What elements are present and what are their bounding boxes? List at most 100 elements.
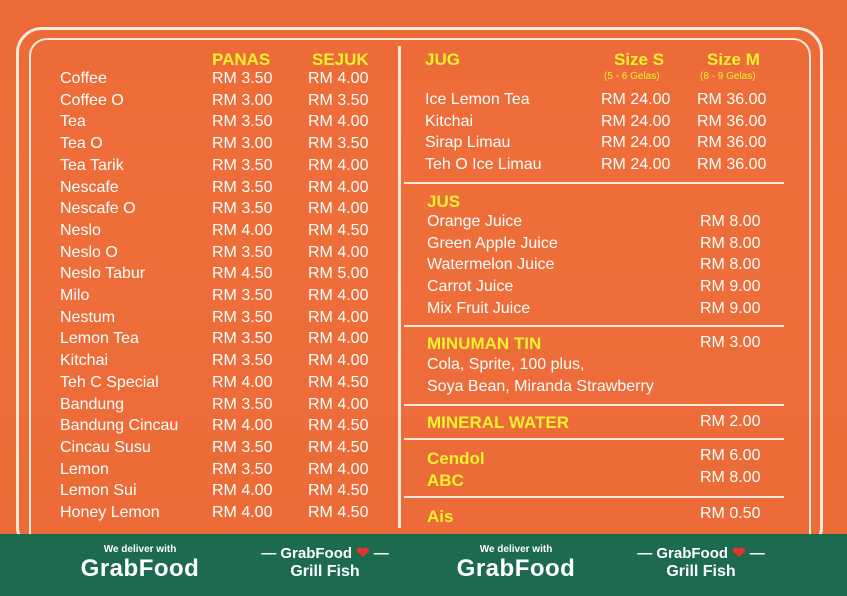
drink-name: Lemon Tea bbox=[60, 330, 139, 348]
cold-price: RM 4.00 bbox=[308, 200, 369, 218]
drink-name: Coffee bbox=[60, 70, 107, 87]
juice-price: RM 9.00 bbox=[700, 299, 761, 317]
jug-item-name: Teh O Ice Limau bbox=[425, 155, 542, 173]
water-price: RM 2.00 bbox=[700, 413, 761, 430]
col-hot-header: PANAS bbox=[212, 50, 271, 69]
heart-icon: ❤ bbox=[356, 545, 370, 562]
water-title: MINERAL WATER bbox=[427, 413, 569, 432]
abc-title: ABC bbox=[427, 471, 464, 490]
hot-price: RM 3.50 bbox=[212, 395, 273, 413]
heart-icon: ❤ bbox=[732, 545, 746, 562]
grill-fish-text: Grill Fish bbox=[666, 563, 736, 580]
jus-title: JUS bbox=[427, 192, 461, 211]
hot-price: RM 3.50 bbox=[212, 308, 273, 326]
drink-name: Neslo O bbox=[60, 243, 118, 261]
grabfood-badge-1: We deliver with GrabFood bbox=[58, 534, 222, 596]
size-s-price: RM 24.00 bbox=[601, 155, 671, 173]
grabfood-text: GrabFood bbox=[280, 545, 353, 562]
drink-name: Lemon bbox=[60, 460, 109, 478]
tin-line-2: Soya Bean, Miranda Strawberry bbox=[427, 378, 654, 395]
grabfood-badge-2: We deliver with GrabFood bbox=[434, 534, 598, 596]
grill-fish-text: Grill Fish bbox=[290, 563, 360, 580]
hot-price: RM 4.00 bbox=[212, 417, 273, 435]
hot-price: RM 3.50 bbox=[212, 438, 273, 456]
drink-name: Cincau Susu bbox=[60, 438, 151, 456]
juice-name: Watermelon Juice bbox=[427, 256, 555, 274]
grabfood-banner: We deliver with GrabFood — GrabFood ❤ — … bbox=[0, 534, 847, 596]
deliver-text: We deliver with bbox=[479, 544, 553, 555]
juice-name: Carrot Juice bbox=[427, 278, 514, 296]
hot-price: RM 3.50 bbox=[212, 178, 273, 196]
hot-price: RM 3.50 bbox=[212, 352, 273, 370]
hot-price: RM 3.50 bbox=[212, 243, 273, 261]
hot-price: RM 3.50 bbox=[212, 70, 273, 87]
hot-price: RM 3.00 bbox=[212, 135, 273, 153]
juice-name: Mix Fruit Juice bbox=[427, 299, 531, 317]
size-m-price: RM 36.00 bbox=[697, 112, 767, 130]
drink-name: Bandung bbox=[60, 395, 125, 413]
cold-price: RM 4.00 bbox=[308, 352, 369, 370]
drink-name: Kitchai bbox=[60, 352, 109, 370]
drink-name: Lemon Sui bbox=[60, 482, 137, 500]
drink-name: Neslo bbox=[60, 221, 101, 239]
hot-price: RM 3.50 bbox=[212, 200, 273, 218]
section-divider bbox=[404, 438, 784, 440]
size-m-note: (8 - 9 Gelas) bbox=[700, 71, 756, 82]
drink-name: Neslo Tabur bbox=[60, 265, 146, 283]
hot-price: RM 3.50 bbox=[212, 156, 273, 174]
hot-price: RM 3.50 bbox=[212, 287, 273, 304]
size-s-price: RM 24.00 bbox=[601, 134, 671, 151]
size-m-price: RM 36.00 bbox=[697, 134, 767, 151]
size-s-note: (5 - 6 Gelas) bbox=[604, 71, 660, 82]
menu-board: PANAS SEJUK Coffee RM 3.50 RM 4.00 Coffee O… bbox=[0, 0, 847, 553]
jug-item-name: Ice Lemon Tea bbox=[425, 91, 530, 108]
juice-price: RM 8.00 bbox=[700, 256, 761, 274]
drink-name: Nestum bbox=[60, 308, 116, 326]
juice-name: Orange Juice bbox=[427, 213, 523, 230]
tin-title: MINUMAN TIN bbox=[427, 334, 542, 353]
cold-price: RM 4.00 bbox=[308, 287, 369, 304]
hot-price: RM 4.50 bbox=[212, 265, 273, 283]
cold-price: RM 5.00 bbox=[308, 265, 369, 283]
size-m-header: Size M bbox=[707, 50, 760, 69]
drink-name: Tea Tarik bbox=[60, 156, 124, 174]
hot-price: RM 4.00 bbox=[212, 482, 273, 500]
cold-price: RM 4.50 bbox=[308, 417, 369, 435]
juice-price: RM 9.00 bbox=[700, 278, 761, 296]
size-m-price: RM 36.00 bbox=[697, 155, 767, 173]
cendol-title: Cendol bbox=[427, 449, 485, 468]
cold-price: RM 4.50 bbox=[308, 221, 369, 239]
hot-price: RM 3.50 bbox=[212, 113, 273, 131]
grabfood-text: GrabFood bbox=[656, 545, 729, 562]
col-cold-header: SEJUK bbox=[312, 50, 369, 69]
drink-name: Tea O bbox=[60, 135, 103, 153]
cold-price: RM 4.50 bbox=[308, 373, 369, 391]
section-divider bbox=[404, 404, 784, 406]
cold-price: RM 4.00 bbox=[308, 178, 369, 196]
juice-price: RM 8.00 bbox=[700, 234, 761, 252]
cold-price: RM 4.00 bbox=[308, 113, 369, 131]
cold-price: RM 4.00 bbox=[308, 308, 369, 326]
drink-name: Milo bbox=[60, 287, 90, 304]
jug-item-name: Sirap Limau bbox=[425, 134, 511, 151]
hot-price: RM 4.00 bbox=[212, 373, 273, 391]
size-m-price: RM 36.00 bbox=[697, 91, 767, 108]
drink-name: Teh C Special bbox=[60, 373, 159, 391]
tin-line-1: Cola, Sprite, 100 plus, bbox=[427, 356, 585, 373]
grabfood-logo: GrabFood bbox=[80, 555, 200, 582]
grabfood-logo: GrabFood bbox=[456, 555, 576, 582]
juice-name: Green Apple Juice bbox=[427, 234, 558, 252]
cold-price: RM 4.00 bbox=[308, 243, 369, 261]
cold-price: RM 4.00 bbox=[308, 395, 369, 413]
cold-price: RM 4.50 bbox=[308, 504, 369, 521]
cold-price: RM 4.00 bbox=[308, 70, 369, 87]
section-divider bbox=[404, 325, 784, 327]
jug-item-name: Kitchai bbox=[425, 112, 474, 130]
grill-fish-badge-1: — GrabFood ❤ — Grill Fish bbox=[250, 534, 400, 596]
hot-price: RM 4.00 bbox=[212, 221, 273, 239]
cold-price: RM 4.00 bbox=[308, 330, 369, 348]
section-divider bbox=[404, 182, 784, 184]
cold-price: RM 4.00 bbox=[308, 156, 369, 174]
drink-name: Coffee O bbox=[60, 91, 124, 109]
cold-price: RM 3.50 bbox=[308, 135, 369, 153]
